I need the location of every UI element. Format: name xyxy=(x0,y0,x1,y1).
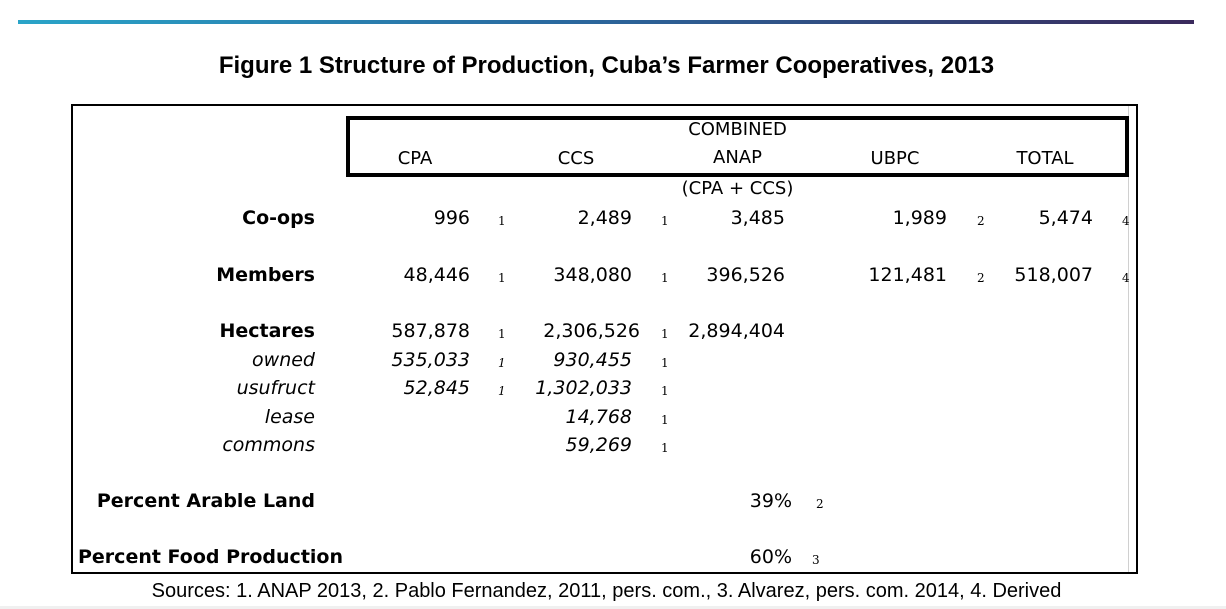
hectares-cpa-source: 1 xyxy=(498,327,506,341)
members-total: 518,007 xyxy=(1014,264,1093,286)
members-ccs-source: 1 xyxy=(661,271,669,285)
usufruct-cpa-source: 1 xyxy=(498,384,506,398)
header-box xyxy=(346,116,1129,177)
bottom-divider xyxy=(0,606,1226,609)
food-value: 60% xyxy=(749,546,792,568)
row-label-members: Members xyxy=(216,264,315,286)
header-combined: COMBINED xyxy=(688,119,787,140)
coops-ccs: 2,489 xyxy=(577,207,632,229)
coops-total: 5,474 xyxy=(1038,207,1093,229)
usufruct-cpa: 52,845 xyxy=(403,377,470,399)
members-total-source: 4 xyxy=(1122,271,1130,285)
header-combined-sub: (CPA + CCS) xyxy=(681,178,794,199)
members-ubpc: 121,481 xyxy=(868,264,947,286)
row-label-coops: Co-ops xyxy=(242,207,315,229)
top-accent-bar xyxy=(18,20,1194,24)
row-label-commons: commons xyxy=(222,434,315,456)
header-anap: ANAP xyxy=(713,147,762,168)
figure-title: Figure 1 Structure of Production, Cuba’s… xyxy=(218,52,995,79)
lease-ccs-source: 1 xyxy=(661,413,669,427)
commons-ccs: 59,269 xyxy=(565,434,632,456)
members-cpa: 48,446 xyxy=(403,264,470,286)
owned-ccs-source: 1 xyxy=(661,356,669,370)
coops-anap: 3,485 xyxy=(730,207,785,229)
row-label-lease: lease xyxy=(264,406,315,428)
table-frame xyxy=(71,104,1138,574)
header-ccs: CCS xyxy=(557,148,595,169)
commons-ccs-source: 1 xyxy=(661,441,669,455)
hectares-anap: 2,894,404 xyxy=(688,320,785,342)
header-total: TOTAL xyxy=(1016,148,1074,169)
arable-source: 2 xyxy=(816,497,824,511)
coops-ubpc: 1,989 xyxy=(892,207,947,229)
coops-ubpc-source: 2 xyxy=(977,214,985,228)
row-label-arable: Percent Arable Land xyxy=(96,490,315,512)
lease-ccs: 14,768 xyxy=(565,406,632,428)
row-label-food: Percent Food Production xyxy=(78,546,343,568)
row-label-owned: owned xyxy=(252,349,315,371)
frame-inner-line xyxy=(1128,106,1129,572)
owned-cpa-source: 1 xyxy=(498,356,506,370)
header-cpa: CPA xyxy=(397,148,433,169)
row-label-usufruct: usufruct xyxy=(236,377,315,399)
usufruct-ccs-source: 1 xyxy=(661,384,669,398)
hectares-ccs-source: 1 xyxy=(661,327,669,341)
owned-ccs: 930,455 xyxy=(553,349,632,371)
arable-value: 39% xyxy=(749,490,792,512)
header-ubpc: UBPC xyxy=(870,148,920,169)
coops-total-source: 4 xyxy=(1122,214,1130,228)
owned-cpa: 535,033 xyxy=(391,349,470,371)
coops-ccs-source: 1 xyxy=(661,214,669,228)
hectares-ccs: 2,306,526 xyxy=(543,320,640,342)
sources-note: Sources: 1. ANAP 2013, 2. Pablo Fernande… xyxy=(151,580,1062,602)
members-anap: 396,526 xyxy=(706,264,785,286)
usufruct-ccs: 1,302,033 xyxy=(535,377,632,399)
members-ubpc-source: 2 xyxy=(977,271,985,285)
members-cpa-source: 1 xyxy=(498,271,506,285)
food-source: 3 xyxy=(812,553,820,567)
coops-cpa-source: 1 xyxy=(498,214,506,228)
row-label-hectares: Hectares xyxy=(219,320,315,342)
coops-cpa: 996 xyxy=(433,207,470,229)
hectares-cpa: 587,878 xyxy=(391,320,470,342)
members-ccs: 348,080 xyxy=(553,264,632,286)
